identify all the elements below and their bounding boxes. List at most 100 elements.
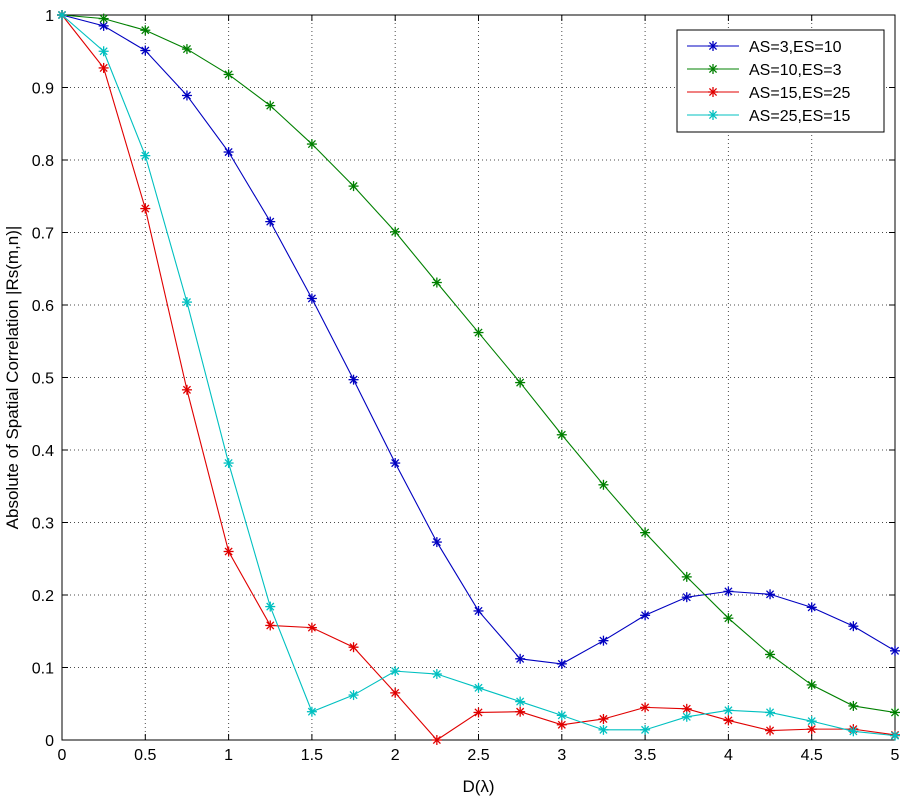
x-tick-label: 0 (58, 747, 67, 764)
legend: AS=3,ES=10 AS=10,ES=3 AS=15,ES=25 AS=25,ES=… (676, 29, 885, 133)
data-point-marker (640, 610, 651, 621)
data-point-marker (681, 571, 692, 582)
data-point-marker (598, 635, 609, 646)
data-point-marker (265, 216, 276, 227)
data-point-marker (181, 44, 192, 55)
data-point-marker (223, 147, 234, 158)
data-point-marker (431, 537, 442, 548)
x-tick-label: 4.5 (801, 747, 823, 764)
y-axis-label: Absolute of Spatial Correlation |Rs(m,n)… (3, 226, 22, 530)
y-tick-label: 0.1 (32, 661, 54, 678)
data-point-marker (681, 711, 692, 722)
data-point-marker (515, 706, 526, 717)
data-point-marker (140, 25, 151, 36)
legend-label: AS=10,ES=3 (749, 62, 842, 79)
y-tick-label: 0.8 (32, 153, 54, 170)
data-point-marker (140, 203, 151, 214)
data-point-marker (181, 384, 192, 395)
data-point-marker (181, 90, 192, 101)
data-point-marker (708, 110, 718, 120)
data-point-marker (57, 10, 67, 20)
data-point-marker (723, 613, 734, 624)
x-tick-label: 3 (557, 747, 566, 764)
y-tick-label: 0.3 (32, 516, 54, 533)
data-point-marker (765, 649, 776, 660)
data-point-marker (98, 46, 109, 57)
x-tick-label: 5 (891, 747, 900, 764)
y-tick-label: 1 (45, 8, 54, 25)
data-point-marker (306, 293, 317, 304)
data-point-marker (390, 687, 401, 698)
x-tick-label: 2.5 (467, 747, 489, 764)
data-point-marker (140, 150, 151, 161)
data-point-marker (473, 327, 484, 338)
data-point-marker (640, 527, 651, 538)
series-lines (57, 10, 900, 745)
y-tick-label: 0.9 (32, 81, 54, 98)
data-point-marker (556, 719, 567, 730)
data-point-marker (890, 645, 900, 656)
x-tick-label: 4 (724, 747, 733, 764)
data-point-marker (390, 226, 401, 237)
x-tick-label: 1 (224, 747, 233, 764)
data-point-marker (348, 690, 359, 701)
legend-entry: AS=10,ES=3 (687, 62, 842, 79)
y-tick-label: 0.4 (32, 443, 54, 460)
data-point-marker (348, 181, 359, 192)
data-point-marker (723, 586, 734, 597)
legend-entry: AS=3,ES=10 (687, 39, 842, 56)
y-tick-label: 0 (45, 733, 54, 750)
y-tick-label: 0.5 (32, 371, 54, 388)
data-point-marker (515, 696, 526, 707)
data-point-marker (806, 679, 817, 690)
data-point-marker (306, 706, 317, 717)
data-point-marker (598, 713, 609, 724)
legend-entry: AS=15,ES=25 (687, 85, 851, 102)
data-point-marker (181, 297, 192, 308)
legend-label: AS=15,ES=25 (749, 85, 851, 102)
series-2 (57, 10, 900, 718)
legend-label: AS=25,ES=15 (749, 108, 851, 125)
data-point-marker (723, 715, 734, 726)
data-point-marker (708, 64, 718, 74)
data-point-marker (265, 601, 276, 612)
data-point-marker (348, 642, 359, 653)
data-point-marker (431, 735, 442, 745)
data-point-marker (473, 707, 484, 718)
data-point-marker (640, 724, 651, 735)
data-point-marker (431, 669, 442, 680)
x-tick-label: 2 (391, 747, 400, 764)
data-point-marker (306, 139, 317, 150)
data-point-marker (223, 458, 234, 469)
legend-label: AS=3,ES=10 (749, 39, 842, 56)
data-point-marker (765, 707, 776, 718)
data-point-marker (598, 479, 609, 490)
data-point-marker (556, 710, 567, 721)
data-point-marker (390, 458, 401, 469)
data-point-marker (848, 726, 859, 737)
data-point-marker (390, 666, 401, 677)
data-point-marker (98, 13, 109, 24)
data-point-marker (223, 69, 234, 80)
data-point-marker (723, 705, 734, 716)
data-point-marker (708, 87, 718, 97)
data-point-marker (473, 605, 484, 616)
data-point-marker (681, 592, 692, 603)
data-point-marker (98, 20, 109, 31)
data-point-marker (890, 730, 900, 741)
data-point-marker (765, 589, 776, 600)
x-tick-label: 0.5 (134, 747, 156, 764)
data-point-marker (598, 724, 609, 735)
data-point-marker (848, 621, 859, 632)
data-point-marker (431, 277, 442, 288)
data-point-marker (515, 653, 526, 664)
data-point-marker (765, 725, 776, 736)
y-tick-label: 0.2 (32, 588, 54, 605)
x-axis-label: D(λ) (462, 777, 494, 796)
data-point-marker (265, 100, 276, 111)
x-tick-label: 3.5 (634, 747, 656, 764)
data-point-marker (556, 429, 567, 440)
data-point-marker (806, 602, 817, 613)
axis-ticks: 0 0.5 1 1.5 2 2.5 3 3.5 4 4.5 5 0 0.1 0.2 0.3 0.4 0.5 0.6… (32, 8, 900, 764)
